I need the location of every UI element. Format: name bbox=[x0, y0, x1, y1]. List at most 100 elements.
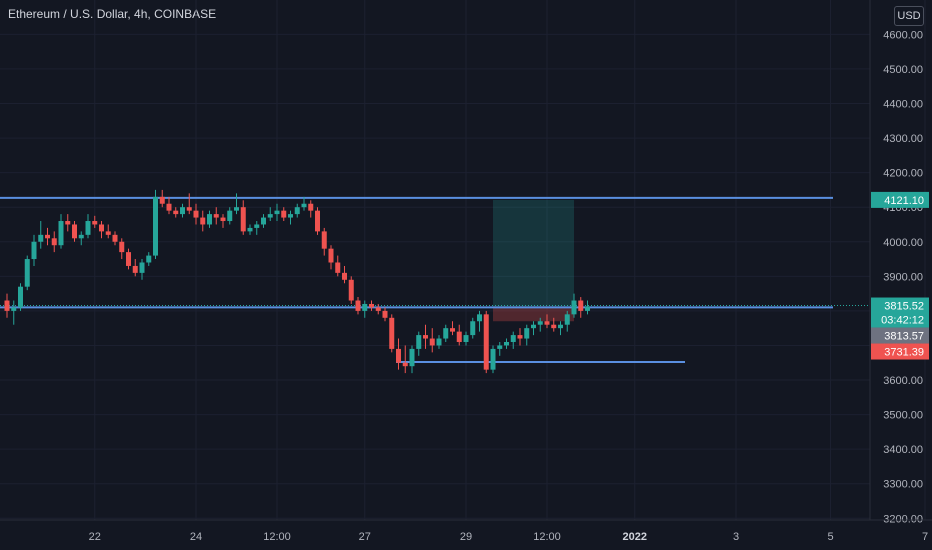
candle bbox=[51, 231, 57, 253]
candle-body bbox=[153, 196, 158, 256]
candle-body bbox=[301, 203, 307, 208]
candle-body bbox=[355, 300, 361, 311]
position-tool bbox=[493, 199, 574, 322]
candle-body bbox=[335, 262, 341, 273]
candle bbox=[578, 297, 584, 318]
candle bbox=[483, 310, 489, 374]
x-tick-label: 3 bbox=[733, 531, 739, 543]
candle-body bbox=[382, 310, 388, 318]
candle-body bbox=[369, 303, 374, 308]
candle-body bbox=[483, 314, 489, 370]
stop-price-text: 3731.39 bbox=[884, 347, 924, 359]
candle bbox=[571, 293, 577, 318]
candle bbox=[294, 203, 300, 218]
candle-body bbox=[288, 214, 293, 218]
candle-body bbox=[585, 306, 590, 311]
candle bbox=[78, 231, 84, 246]
candle-body bbox=[402, 362, 408, 367]
candle bbox=[146, 252, 152, 266]
y-tick-label: 4000.00 bbox=[883, 237, 923, 249]
candle bbox=[348, 276, 354, 304]
candle-body bbox=[328, 248, 334, 263]
y-tick-label: 3500.00 bbox=[883, 410, 923, 422]
candle-body bbox=[564, 314, 570, 325]
candle bbox=[288, 210, 293, 225]
y-tick-label: 3200.00 bbox=[883, 513, 923, 525]
candle bbox=[375, 303, 381, 315]
candle bbox=[369, 300, 374, 311]
candle-body bbox=[200, 217, 206, 225]
candle bbox=[207, 210, 212, 228]
candle-body bbox=[396, 348, 401, 363]
candle-body bbox=[578, 300, 584, 311]
candle bbox=[85, 214, 91, 239]
candle-body bbox=[119, 241, 125, 253]
candle bbox=[335, 255, 341, 277]
currency-button[interactable]: USD bbox=[894, 6, 924, 26]
candle bbox=[227, 207, 233, 225]
candle-body bbox=[65, 221, 71, 225]
candle bbox=[173, 207, 179, 218]
candle-body bbox=[416, 335, 422, 349]
candle-body bbox=[524, 328, 530, 339]
candle bbox=[139, 259, 145, 280]
candle bbox=[551, 317, 557, 332]
candle bbox=[443, 324, 449, 342]
grid bbox=[0, 0, 926, 520]
candle bbox=[396, 338, 401, 370]
candle-body bbox=[321, 231, 327, 249]
candle bbox=[321, 227, 327, 256]
candle bbox=[247, 224, 253, 235]
candle-body bbox=[423, 335, 428, 339]
countdown-text: 03:42:12 bbox=[881, 315, 924, 327]
candle bbox=[153, 189, 158, 260]
candle-body bbox=[389, 317, 395, 349]
candle-body bbox=[551, 324, 557, 329]
candle bbox=[126, 248, 131, 270]
y-tick-label: 4300.00 bbox=[883, 133, 923, 145]
candle bbox=[281, 207, 287, 222]
price-axis: 4600.004500.004400.004300.004200.004100.… bbox=[869, 0, 923, 525]
candle-body bbox=[51, 238, 57, 246]
candle-body bbox=[443, 328, 449, 339]
candle-body bbox=[58, 221, 64, 246]
stop-price-bg bbox=[871, 343, 929, 360]
y-tick-label: 3900.00 bbox=[883, 271, 923, 283]
candle-body bbox=[254, 224, 260, 228]
candle bbox=[274, 203, 280, 222]
candle-body bbox=[294, 207, 300, 215]
candle bbox=[477, 310, 482, 332]
y-tick-label: 4600.00 bbox=[883, 29, 923, 41]
candle-body bbox=[234, 207, 239, 211]
candle-body bbox=[558, 324, 563, 329]
candle bbox=[456, 324, 462, 346]
candle bbox=[58, 214, 64, 249]
candle-body bbox=[531, 324, 536, 329]
candle-body bbox=[409, 348, 415, 367]
candle-body bbox=[126, 252, 131, 266]
last-price-label: 3815.52 03:42:12 bbox=[871, 297, 929, 328]
candle-body bbox=[375, 307, 381, 311]
candle-body bbox=[38, 234, 44, 242]
candle-body bbox=[456, 331, 462, 342]
time-axis: 22 24 12:00 27 29 12:00 2022 3 5 7 bbox=[0, 519, 932, 543]
candle-body bbox=[537, 321, 543, 325]
candle-body bbox=[207, 214, 212, 225]
candle-body bbox=[463, 335, 469, 342]
candle bbox=[119, 238, 125, 260]
candle bbox=[112, 231, 118, 246]
candle bbox=[105, 224, 111, 239]
candle bbox=[38, 221, 44, 249]
candle bbox=[99, 221, 104, 239]
candle bbox=[4, 293, 10, 318]
candle bbox=[220, 214, 226, 228]
target-price-label-text: 4121.10 bbox=[884, 195, 924, 207]
candle-body bbox=[78, 234, 84, 239]
candle bbox=[463, 331, 469, 346]
candle bbox=[11, 300, 17, 325]
candle bbox=[132, 259, 138, 277]
candle bbox=[315, 207, 320, 235]
x-tick-label: 29 bbox=[460, 531, 472, 543]
prev-close-bg bbox=[871, 327, 929, 344]
